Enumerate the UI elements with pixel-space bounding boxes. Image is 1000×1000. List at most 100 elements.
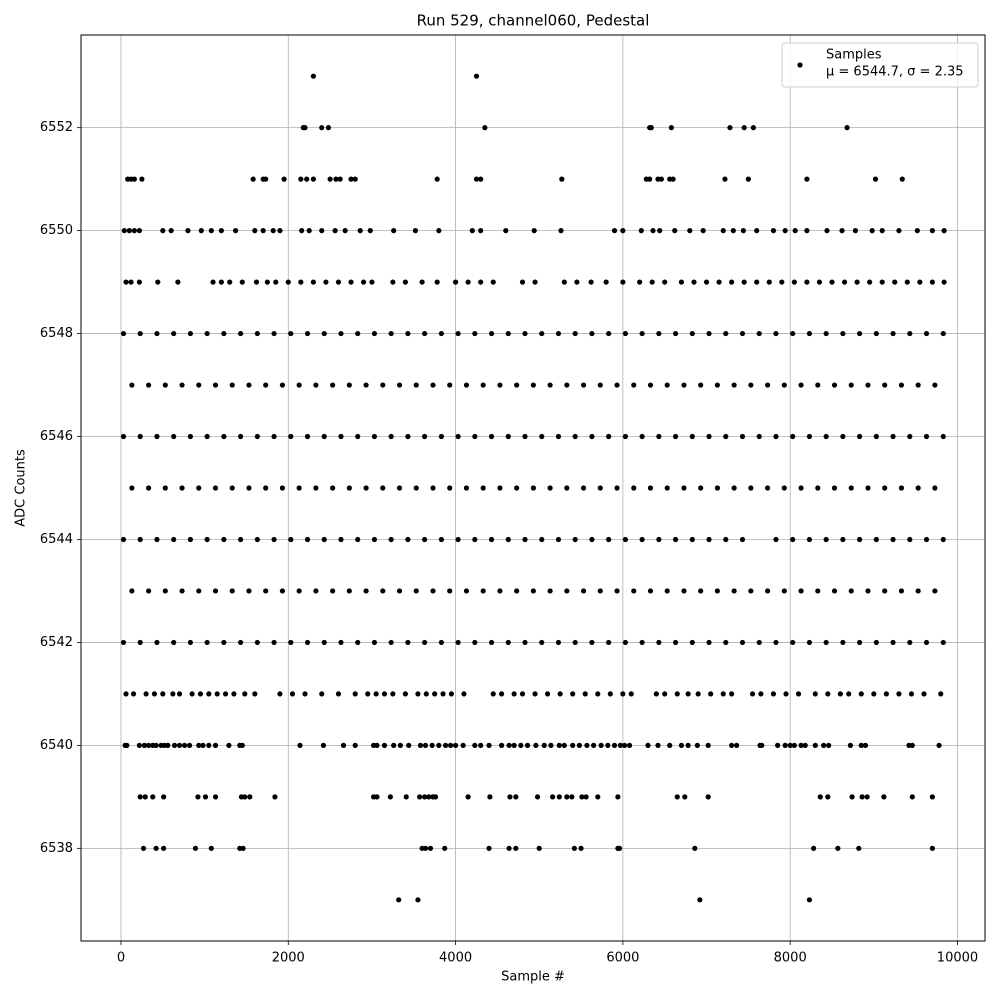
point bbox=[852, 228, 859, 234]
point bbox=[417, 742, 424, 748]
y-tick-label: 6546 bbox=[40, 429, 73, 444]
point bbox=[689, 433, 695, 440]
x-tick-label: 2000 bbox=[272, 951, 305, 966]
point bbox=[168, 228, 174, 234]
point bbox=[730, 228, 736, 234]
point bbox=[413, 588, 419, 594]
point bbox=[514, 485, 520, 491]
point bbox=[281, 176, 287, 182]
point bbox=[304, 176, 310, 182]
point bbox=[198, 228, 204, 234]
point bbox=[238, 639, 244, 646]
point bbox=[480, 382, 486, 388]
point bbox=[883, 691, 889, 697]
point bbox=[741, 125, 747, 131]
point bbox=[335, 691, 342, 697]
point bbox=[847, 742, 854, 748]
point bbox=[533, 742, 539, 748]
y-tick-label: 6550 bbox=[40, 223, 73, 238]
point bbox=[865, 588, 871, 594]
point bbox=[143, 691, 149, 697]
point bbox=[791, 279, 797, 285]
point bbox=[909, 742, 915, 748]
point bbox=[387, 794, 393, 800]
point bbox=[320, 742, 327, 748]
y-tick-label: 6544 bbox=[40, 532, 73, 547]
point bbox=[595, 691, 601, 697]
point bbox=[748, 588, 754, 594]
point bbox=[589, 433, 595, 440]
point bbox=[873, 433, 879, 440]
point bbox=[388, 536, 394, 543]
point bbox=[473, 73, 480, 79]
point bbox=[723, 433, 729, 440]
point bbox=[637, 279, 643, 285]
point bbox=[348, 176, 354, 182]
point bbox=[741, 279, 747, 285]
point bbox=[936, 742, 942, 748]
point bbox=[606, 433, 612, 440]
point bbox=[574, 279, 580, 285]
point bbox=[815, 588, 821, 594]
point bbox=[181, 742, 188, 748]
point bbox=[729, 691, 735, 697]
point bbox=[161, 794, 167, 800]
point bbox=[622, 330, 628, 337]
point bbox=[858, 691, 864, 697]
point bbox=[192, 845, 199, 851]
point bbox=[371, 433, 378, 440]
point bbox=[212, 742, 219, 748]
point bbox=[463, 382, 470, 388]
point bbox=[907, 330, 913, 337]
point bbox=[490, 691, 496, 697]
point bbox=[204, 433, 210, 440]
point bbox=[555, 536, 562, 543]
point bbox=[720, 228, 726, 234]
point bbox=[247, 794, 253, 800]
point bbox=[722, 176, 728, 182]
point bbox=[929, 279, 935, 285]
point bbox=[473, 176, 480, 182]
point bbox=[140, 845, 147, 851]
point bbox=[804, 228, 810, 234]
point bbox=[823, 639, 829, 646]
point bbox=[139, 176, 145, 182]
point bbox=[129, 588, 135, 594]
point bbox=[490, 279, 496, 285]
point bbox=[185, 228, 191, 234]
point bbox=[723, 330, 729, 337]
point bbox=[497, 485, 503, 491]
point bbox=[381, 742, 388, 748]
point bbox=[507, 794, 513, 800]
point bbox=[505, 330, 511, 337]
point bbox=[196, 485, 202, 491]
point bbox=[204, 330, 210, 337]
point bbox=[338, 536, 344, 543]
point bbox=[929, 228, 935, 234]
point bbox=[498, 742, 505, 748]
point bbox=[469, 228, 475, 234]
point bbox=[250, 176, 256, 182]
point bbox=[165, 742, 171, 748]
point bbox=[380, 382, 386, 388]
point bbox=[530, 485, 536, 491]
point bbox=[472, 536, 478, 543]
point bbox=[731, 588, 737, 594]
point bbox=[907, 433, 913, 440]
point bbox=[229, 485, 235, 491]
point bbox=[246, 485, 252, 491]
point bbox=[422, 845, 429, 851]
point bbox=[498, 691, 505, 697]
point bbox=[204, 536, 210, 543]
point bbox=[136, 279, 142, 285]
point bbox=[447, 588, 453, 594]
point bbox=[522, 639, 528, 646]
point bbox=[321, 433, 327, 440]
point bbox=[415, 897, 421, 903]
x-tick-label: 6000 bbox=[606, 951, 639, 966]
point bbox=[606, 330, 612, 337]
point bbox=[405, 536, 411, 543]
point bbox=[321, 536, 327, 543]
point bbox=[645, 742, 651, 748]
point bbox=[229, 588, 235, 594]
